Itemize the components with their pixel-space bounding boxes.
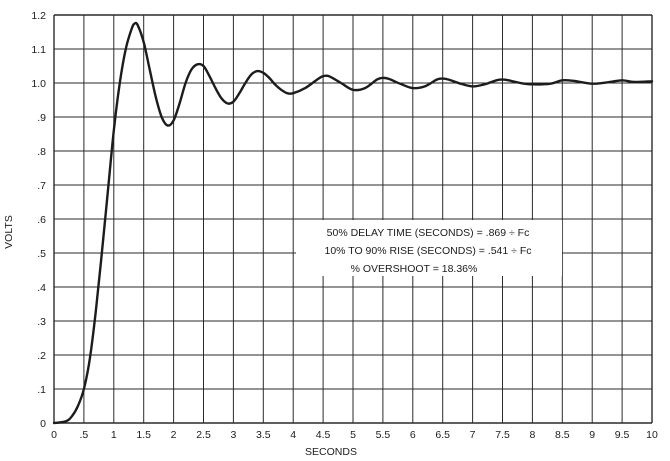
y-tick-label: .3 [37, 316, 46, 328]
series-line [52, 21, 654, 425]
y-tick-label: 0 [40, 418, 46, 430]
y-tick-label: 1.2 [31, 10, 46, 22]
x-tick-label: 9.5 [615, 429, 630, 441]
annotation-box [296, 220, 562, 276]
series-layer [52, 21, 654, 425]
y-tick-label: .5 [37, 248, 46, 260]
x-tick-label: 10 [646, 429, 658, 441]
x-tick-label: 3 [230, 429, 236, 441]
x-tick-label: 2 [171, 429, 177, 441]
x-axis-label: SECONDS [305, 446, 357, 458]
y-tick-label: .9 [37, 112, 46, 124]
x-tick-label: 6 [410, 429, 416, 441]
y-tick-label: 1.1 [31, 44, 46, 56]
annotation-overshoot: % OVERSHOOT = 18.36% [351, 263, 478, 275]
x-tick-label: 7.5 [495, 429, 510, 441]
x-tick-label: 6.5 [435, 429, 450, 441]
x-tick-label: 7 [470, 429, 476, 441]
x-tick-label: 5 [350, 429, 356, 441]
x-tick-label: 9 [589, 429, 595, 441]
x-tick-label: 4 [290, 429, 296, 441]
x-tick-label: 5.5 [376, 429, 391, 441]
chart-grid [53, 14, 653, 424]
y-axis-label: VOLTS [3, 215, 15, 249]
y-tick-label: .4 [37, 282, 46, 294]
x-tick-label: 2.5 [196, 429, 211, 441]
annotation-rise-time: 10% TO 90% RISE (SECONDS) = .541 ÷ Fc [325, 245, 532, 257]
y-tick-label: .1 [37, 384, 46, 396]
x-tick-label: .5 [80, 429, 89, 441]
x-tick-label: 3.5 [256, 429, 271, 441]
x-tick-label: 0 [51, 429, 57, 441]
y-tick-label: 1.0 [31, 78, 46, 90]
y-tick-label: .2 [37, 350, 46, 362]
y-tick-label: .6 [37, 214, 46, 226]
y-tick-label: .8 [37, 146, 46, 158]
y-tick-label: .7 [37, 180, 46, 192]
x-tick-label: 8 [529, 429, 535, 441]
chart-ticks: 0 .5 1 1.5 2 2.5 3 3.5 4 4.5 5 5.5 6 6.5 7 7.5 8 8.5 9 9.5 1… [31, 10, 658, 441]
x-tick-label: 8.5 [555, 429, 570, 441]
x-tick-label: 4.5 [316, 429, 331, 441]
x-tick-label: 1.5 [136, 429, 151, 441]
annotation-delay-time: 50% DELAY TIME (SECONDS) = .869 ÷ Fc [327, 227, 530, 239]
x-tick-label: 1 [111, 429, 117, 441]
